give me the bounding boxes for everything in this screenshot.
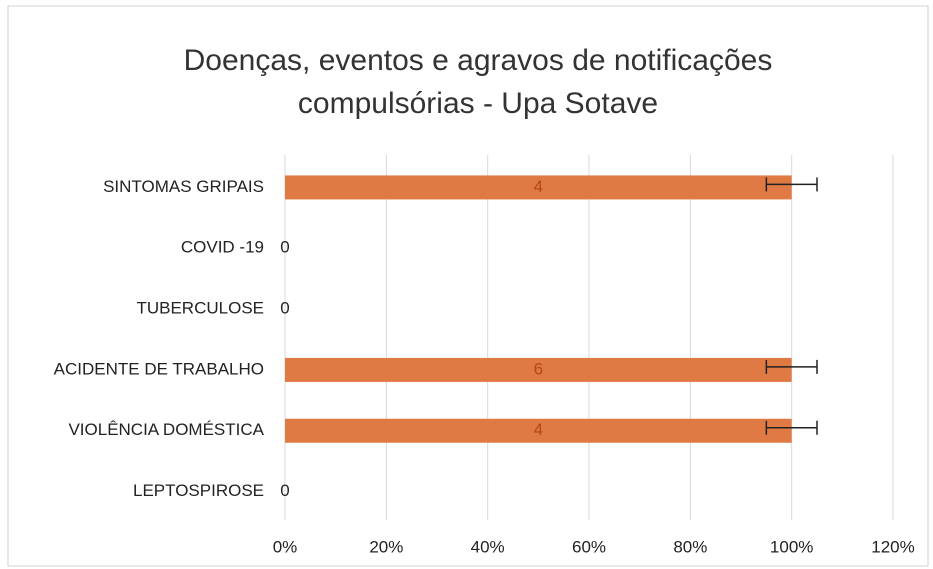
x-tick-label: 20% xyxy=(369,537,403,556)
data-label: 0 xyxy=(280,238,289,257)
y-tick-label: COVID -19 xyxy=(181,238,264,257)
x-tick-label: 0% xyxy=(273,537,298,556)
x-tick-label: 60% xyxy=(572,537,606,556)
data-label: 6 xyxy=(534,359,543,378)
bar xyxy=(285,175,792,200)
chart-title: compulsórias - Upa Sotave xyxy=(298,87,658,120)
x-tick-label: 100% xyxy=(770,537,813,556)
data-label: 4 xyxy=(534,177,543,196)
y-tick-label: ACIDENTE DE TRABALHO xyxy=(54,359,264,378)
data-label: 4 xyxy=(534,420,543,439)
data-label: 0 xyxy=(280,481,289,500)
bar xyxy=(285,357,792,382)
bar xyxy=(285,418,792,443)
y-tick-label: LEPTOSPIROSE xyxy=(133,481,264,500)
x-tick-label: 40% xyxy=(471,537,505,556)
data-label: 0 xyxy=(280,299,289,318)
y-tick-label: VIOLÊNCIA DOMÉSTICA xyxy=(68,420,264,439)
y-tick-label: TUBERCULOSE xyxy=(136,299,264,318)
y-tick-label: SINTOMAS GRIPAIS xyxy=(103,177,264,196)
x-tick-label: 80% xyxy=(673,537,707,556)
chart-title: Doenças, eventos e agravos de notificaçõ… xyxy=(184,44,773,77)
x-tick-label: 120% xyxy=(871,537,914,556)
chart-border xyxy=(7,5,929,567)
